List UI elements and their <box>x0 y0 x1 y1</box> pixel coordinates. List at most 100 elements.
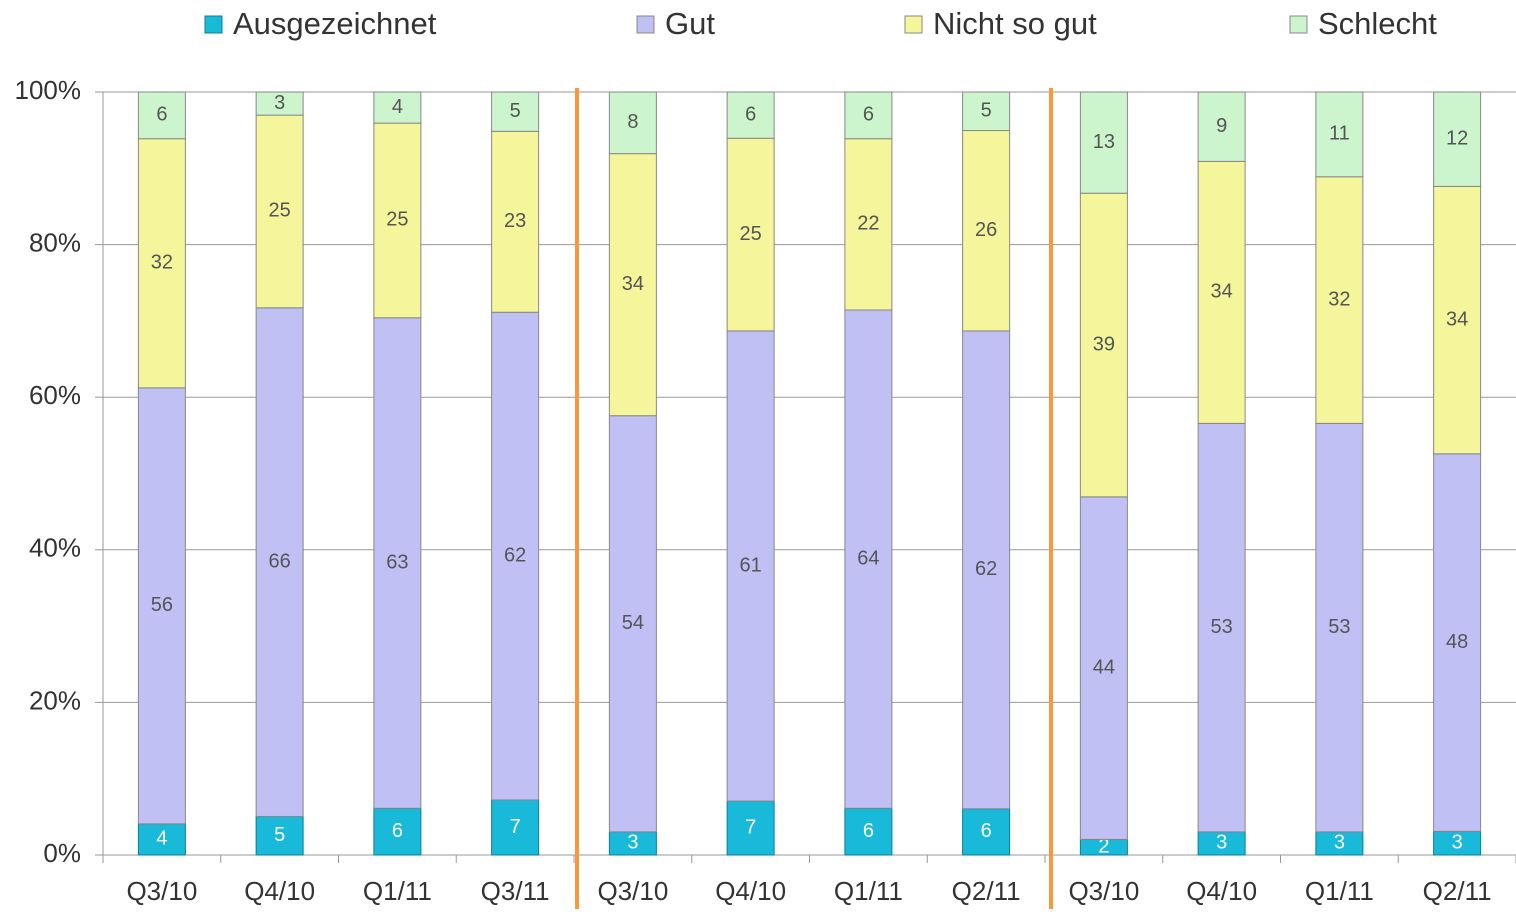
bar-segment <box>1079 496 1128 840</box>
legend-label: Nicht so gut <box>933 6 1097 41</box>
bar-segment <box>137 387 186 825</box>
legend-label: Gut <box>665 6 715 41</box>
bar-segment <box>608 415 657 833</box>
x-tick-label: Q1/11 <box>1305 876 1374 906</box>
bar-segment <box>726 800 775 856</box>
bar-segment <box>373 807 422 856</box>
bar-segment <box>844 807 893 856</box>
y-tick-label: 40% <box>29 533 81 563</box>
bar-segment <box>1079 192 1128 498</box>
data-label: 23 <box>504 210 526 232</box>
bar-segment <box>491 311 540 801</box>
bar-segment <box>1315 422 1364 833</box>
data-label: 25 <box>269 200 291 222</box>
bar-segment <box>844 91 893 140</box>
data-label: 5 <box>274 824 285 846</box>
bar-segment <box>1315 91 1364 178</box>
legend-label: Ausgezeichnet <box>233 6 437 41</box>
data-label: 3 <box>1452 831 1463 853</box>
data-label: 5 <box>981 100 992 122</box>
data-label: 6 <box>863 820 874 842</box>
data-label: 53 <box>1211 616 1233 638</box>
bar-segment <box>726 137 775 332</box>
x-tick-label: Q2/11 <box>1423 876 1492 906</box>
bar-segment <box>726 330 775 802</box>
data-label: 5 <box>510 100 521 122</box>
data-label: 3 <box>274 92 285 114</box>
bar-segment <box>962 130 1011 332</box>
data-label: 6 <box>745 103 756 125</box>
legend-swatch <box>204 15 223 34</box>
legend-swatch <box>1289 15 1308 34</box>
x-tick-label: Q3/10 <box>126 876 197 906</box>
x-tick-label: Q1/11 <box>363 876 432 906</box>
data-label: 62 <box>504 544 526 566</box>
data-label: 39 <box>1093 333 1115 355</box>
y-tick-label: 60% <box>29 380 81 410</box>
bar-segment <box>373 122 422 319</box>
y-tick-label: 100% <box>15 75 82 105</box>
x-tick-label: Q4/10 <box>1186 876 1257 906</box>
data-label: 26 <box>975 219 997 241</box>
bar-segment <box>844 309 893 809</box>
bar-segment <box>137 91 186 140</box>
y-tick-label: 20% <box>29 685 81 715</box>
bar-segment <box>962 91 1011 132</box>
bar-segment <box>1433 453 1482 832</box>
data-label: 61 <box>740 554 762 576</box>
bar-segment <box>608 91 657 155</box>
data-label: 44 <box>1093 656 1115 678</box>
data-label: 34 <box>622 273 644 295</box>
bar-segment <box>255 114 304 309</box>
bar-segment <box>1079 91 1128 194</box>
data-label: 6 <box>392 820 403 842</box>
bar-segment <box>373 91 422 124</box>
data-label: 4 <box>392 96 403 118</box>
data-label: 25 <box>740 223 762 245</box>
data-label: 53 <box>1328 616 1350 638</box>
bar-segment <box>1433 91 1482 187</box>
bar-segment <box>844 138 893 311</box>
bar-segment <box>491 799 540 856</box>
bar-segment <box>255 815 304 856</box>
x-tick-label: Q4/10 <box>244 876 315 906</box>
legend-label: Schlecht <box>1318 6 1437 41</box>
data-label: 9 <box>1216 115 1227 137</box>
data-label: 48 <box>1446 631 1468 653</box>
data-label: 3 <box>1216 832 1227 854</box>
x-tick-label: Q1/11 <box>834 876 903 906</box>
data-label: 8 <box>627 111 638 133</box>
data-label: 4 <box>156 828 167 850</box>
legend-swatch <box>636 15 655 34</box>
data-label: 64 <box>857 547 879 569</box>
legend-swatch <box>904 15 923 34</box>
x-tick-label: Q3/10 <box>597 876 668 906</box>
bar-segment <box>608 153 657 417</box>
bar-segment <box>255 91 304 116</box>
data-label: 7 <box>745 816 756 838</box>
data-label: 6 <box>981 820 992 842</box>
bar-segment <box>962 808 1011 856</box>
x-tick-label: Q3/11 <box>481 876 550 906</box>
bar-segment <box>491 130 540 313</box>
bar-segment <box>491 91 540 132</box>
bar-segment <box>962 330 1011 810</box>
data-label: 34 <box>1446 308 1468 330</box>
data-label: 12 <box>1446 127 1468 149</box>
bar-segment <box>373 317 422 809</box>
bar-segment <box>1197 91 1246 162</box>
data-label: 2 <box>1098 835 1109 857</box>
data-label: 32 <box>1328 288 1350 310</box>
data-label: 7 <box>510 816 521 838</box>
data-label: 32 <box>151 252 173 274</box>
data-label: 6 <box>156 104 167 126</box>
data-label: 25 <box>386 209 408 231</box>
y-tick-label: 0% <box>43 838 81 868</box>
data-label: 22 <box>857 213 879 235</box>
x-tick-label: Q2/11 <box>952 876 1021 906</box>
data-label: 3 <box>1334 832 1345 854</box>
data-label: 63 <box>386 551 408 573</box>
data-label: 34 <box>1211 281 1233 303</box>
data-label: 54 <box>622 612 644 634</box>
